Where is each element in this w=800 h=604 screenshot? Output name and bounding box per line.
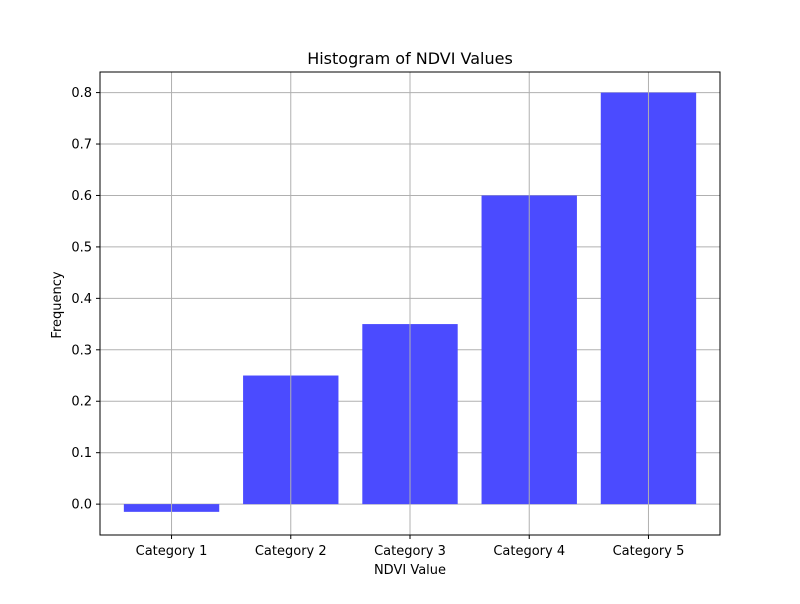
x-tick-label: Category 1 [136, 544, 208, 559]
y-tick-label: 0.0 [71, 498, 92, 513]
y-ticks: 0.0 0.1 0.2 0.3 0.4 0.5 0.6 0.7 0.8 [71, 86, 100, 513]
x-ticks: Category 1 Category 2 Category 3 Category 4… [136, 535, 685, 559]
x-tick-label: Category 5 [613, 544, 685, 559]
x-tick-label: Category 4 [493, 544, 565, 559]
y-tick-label: 0.1 [71, 446, 92, 461]
x-tick-label: Category 2 [255, 544, 327, 559]
y-axis-label: Frequency [50, 271, 65, 338]
y-tick-label: 0.6 [71, 189, 92, 204]
y-tick-label: 0.4 [71, 292, 92, 307]
x-tick-label: Category 3 [374, 544, 446, 559]
x-axis-label: NDVI Value [374, 563, 446, 578]
chart-title: Histogram of NDVI Values [307, 49, 513, 68]
y-tick-label: 0.2 [71, 395, 92, 410]
y-tick-label: 0.3 [71, 343, 92, 358]
y-tick-label: 0.8 [71, 86, 92, 101]
y-tick-label: 0.5 [71, 240, 92, 255]
vertical-grid [171, 72, 649, 535]
y-tick-label: 0.7 [71, 138, 92, 153]
